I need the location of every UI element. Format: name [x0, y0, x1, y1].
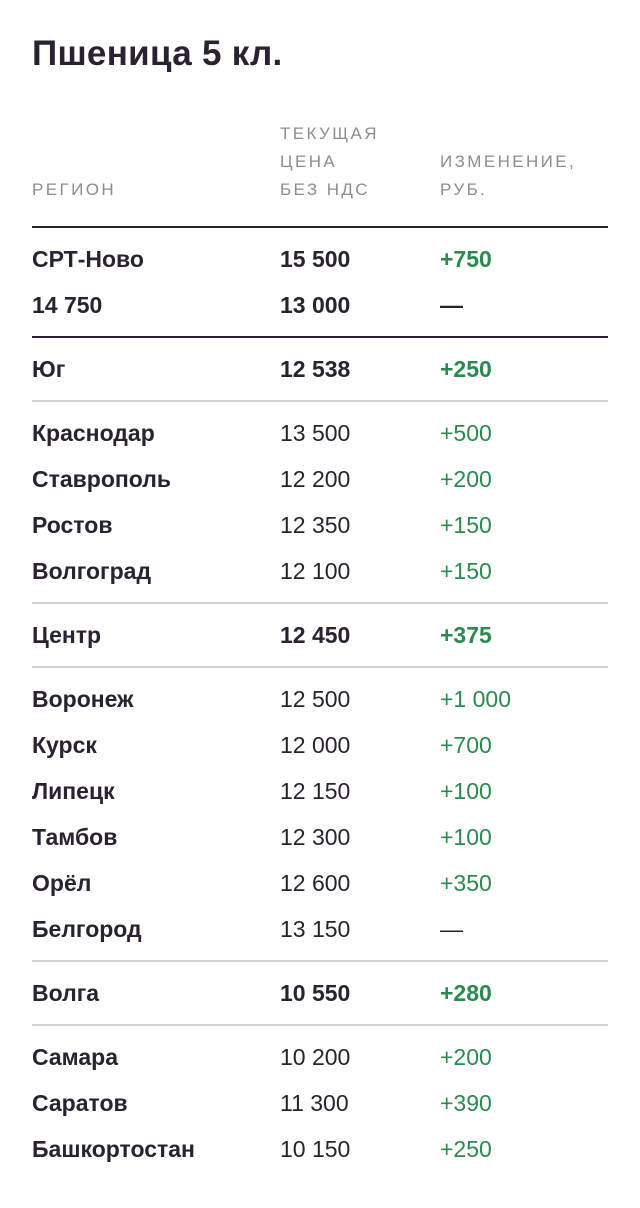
group-divider — [32, 400, 608, 402]
table-row: Ростов 12 350 +150 — [32, 502, 608, 548]
change-value: +150 — [440, 558, 492, 584]
header-price-line-1: ТЕКУЩАЯ — [280, 124, 379, 143]
region-name: Курск — [32, 732, 97, 758]
price-value: 12 000 — [280, 732, 351, 758]
change-value: +150 — [440, 512, 492, 538]
region-name: Краснодар — [32, 420, 155, 446]
table-row: Белгород 13 150 — — [32, 906, 608, 952]
change-value: +350 — [440, 870, 492, 896]
spacer — [32, 1172, 608, 1180]
region-name: Волга — [32, 980, 100, 1006]
region-name: Ставрополь — [32, 466, 172, 492]
change-value: +200 — [440, 1044, 492, 1070]
page-title: Пшеница 5 кл. — [32, 34, 283, 73]
spacer — [32, 594, 608, 602]
region-name: Ростов — [32, 512, 113, 538]
region-name: Воронеж — [32, 686, 134, 712]
region-name: Самара — [32, 1044, 119, 1070]
spacer — [32, 952, 608, 960]
region-name: Саратов — [32, 1090, 128, 1116]
price-value: 12 600 — [280, 870, 351, 896]
table-row: Краснодар 13 500 +500 — [32, 410, 608, 456]
table-header: РЕГИОН ТЕКУЩАЯ ЦЕНА БЕЗ НДС ИЗМЕНЕНИЕ, Р… — [0, 122, 640, 214]
spacer — [32, 668, 608, 676]
table-row: 14 750 13 000 — — [32, 282, 608, 328]
change-value: +700 — [440, 732, 492, 758]
change-value: +100 — [440, 824, 492, 850]
region-name: Орёл — [32, 870, 92, 896]
price-value: 13 150 — [280, 916, 351, 942]
table-row: Самара 10 200 +200 — [32, 1034, 608, 1080]
region-name: Волгоград — [32, 558, 152, 584]
group-divider — [32, 1024, 608, 1026]
group-summary-row: Волга 10 550 +280 — [32, 962, 608, 1024]
spacer — [32, 228, 608, 236]
change-value: +500 — [440, 420, 492, 446]
price-value: 13 500 — [280, 420, 351, 446]
group-summary-row: Центр 12 450 +375 — [32, 604, 608, 666]
table-row: СРТ-Ново 15 500 +750 — [32, 236, 608, 282]
price-value: 12 350 — [280, 512, 351, 538]
table-row: Липецк 12 150 +100 — [32, 768, 608, 814]
region-name: Юг — [32, 356, 66, 382]
change-value: +1 000 — [440, 686, 511, 712]
group-summary-row: Юг 12 538 +250 — [32, 338, 608, 400]
region-name: Белгород — [32, 916, 142, 942]
region-name: СРТ-Ново — [32, 246, 144, 272]
price-value: 12 450 — [280, 622, 351, 648]
header-region: РЕГИОН — [32, 176, 116, 204]
change-value: +280 — [440, 980, 492, 1006]
header-region-label: РЕГИОН — [32, 180, 117, 199]
header-divider — [32, 226, 608, 228]
price-value: 10 550 — [280, 980, 351, 1006]
table-row: Воронеж 12 500 +1 000 — [32, 676, 608, 722]
price-value: 12 100 — [280, 558, 351, 584]
price-value: 12 538 — [280, 356, 351, 382]
group-divider — [32, 602, 608, 604]
change-value: +375 — [440, 622, 492, 648]
group-divider — [32, 336, 608, 338]
change-value: +250 — [440, 1136, 492, 1162]
price-value: 12 300 — [280, 824, 351, 850]
price-table: СРТ-Ново 15 500 +750 14 750 13 000 — Юг 12 538 +… — [32, 226, 608, 1180]
change-value: +750 — [440, 246, 492, 272]
region-name: Центр — [32, 622, 102, 648]
group-divider — [32, 666, 608, 668]
spacer — [32, 402, 608, 410]
table-row: Курск 12 000 +700 — [32, 722, 608, 768]
price-value: 11 300 — [280, 1090, 349, 1116]
table-row: Орёл 12 600 +350 — [32, 860, 608, 906]
table-row: Тамбов 12 300 +100 — [32, 814, 608, 860]
spacer — [32, 1026, 608, 1034]
region-name: Башкортостан — [32, 1136, 195, 1162]
price-value: 12 150 — [280, 778, 351, 804]
price-value: 10 150 — [280, 1136, 351, 1162]
change-value: +100 — [440, 778, 492, 804]
change-value: — — [440, 916, 463, 942]
table-row: Саратов 11 300 +390 — [32, 1080, 608, 1126]
table-row: Волгоград 12 100 +150 — [32, 548, 608, 594]
table-row: Башкортостан 10 150 +250 — [32, 1126, 608, 1172]
group-divider — [32, 960, 608, 962]
price-value: 12 500 — [280, 686, 351, 712]
change-value: +390 — [440, 1090, 492, 1116]
header-change-line-1: ИЗМЕНЕНИЕ, — [440, 152, 577, 171]
region-name: Липецк — [32, 778, 115, 804]
price-value: 13 000 — [280, 292, 351, 318]
table-row: Ставрополь 12 200 +200 — [32, 456, 608, 502]
region-name: Тамбов — [32, 824, 118, 850]
header-change: ИЗМЕНЕНИЕ, РУБ. — [440, 148, 620, 204]
header-change-line-2: РУБ. — [440, 180, 488, 199]
change-value: +250 — [440, 356, 492, 382]
region-name: 14 750 — [32, 292, 103, 318]
header-price-line-2: ЦЕНА — [280, 152, 338, 171]
price-value: 10 200 — [280, 1044, 351, 1070]
price-value: 12 200 — [280, 466, 351, 492]
change-value: — — [440, 292, 463, 318]
header-price-line-3: БЕЗ НДС — [280, 180, 370, 199]
price-value: 15 500 — [280, 246, 351, 272]
header-price: ТЕКУЩАЯ ЦЕНА БЕЗ НДС — [280, 120, 430, 204]
spacer — [32, 328, 608, 336]
change-value: +200 — [440, 466, 492, 492]
